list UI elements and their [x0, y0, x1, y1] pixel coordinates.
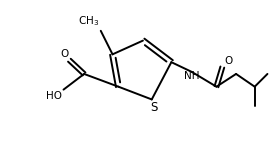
Text: O: O [60, 49, 68, 59]
Text: CH$_3$: CH$_3$ [78, 14, 99, 28]
Text: S: S [150, 101, 157, 114]
Text: NH: NH [184, 71, 200, 81]
Text: O: O [224, 56, 233, 66]
Text: HO: HO [46, 91, 61, 101]
